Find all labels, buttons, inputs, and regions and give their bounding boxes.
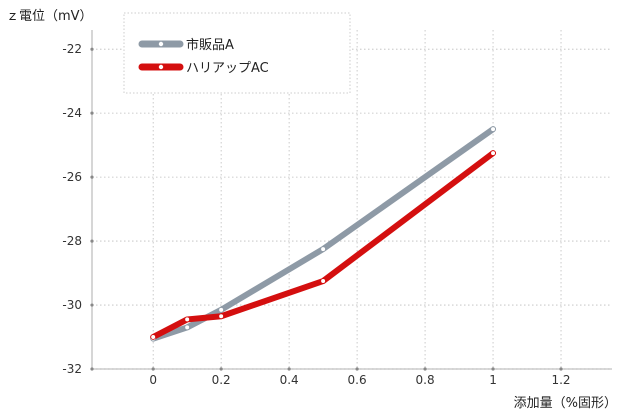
y-tick-mark	[90, 111, 94, 115]
y-tick-label: -32	[62, 362, 82, 376]
x-tick-mark	[151, 367, 155, 371]
y-tick-mark	[90, 47, 94, 51]
y-tick-label: -30	[62, 298, 82, 312]
x-axis-title: 添加量（%固形）	[514, 396, 617, 411]
data-point-series-2	[184, 316, 190, 323]
x-tick-mark	[423, 367, 427, 371]
x-tick-label: 0.6	[348, 373, 367, 387]
y-tick-label: -28	[62, 234, 82, 248]
y-tick-mark	[90, 239, 94, 243]
data-point-series-1	[184, 324, 190, 331]
legend-marker-series-2	[158, 64, 164, 70]
y-tick-mark	[90, 175, 94, 179]
x-tick-label: 0.4	[280, 373, 299, 387]
y-tick-label: -22	[62, 42, 82, 56]
x-tick-label: 0.2	[212, 373, 231, 387]
x-tick-label: 0	[149, 373, 157, 387]
y-tick-label: -24	[62, 106, 82, 120]
x-tick-label: 1	[489, 373, 497, 387]
x-tick-mark	[287, 367, 291, 371]
data-point-series-2	[320, 278, 326, 284]
x-tick-mark	[559, 367, 563, 371]
y-axis-title: ｚ電位（mV）	[6, 9, 93, 24]
legend-label-series-2: ハリアップAC	[186, 61, 269, 76]
data-point-series-1	[218, 307, 224, 313]
x-tick-mark	[219, 367, 223, 371]
x-tick-label: 0.8	[416, 373, 435, 387]
x-tick-mark	[491, 367, 495, 371]
y-tick-mark	[90, 303, 94, 307]
data-point-series-2	[218, 313, 224, 320]
axis-layer	[90, 30, 612, 371]
x-tick-mark	[355, 367, 359, 371]
data-point-series-1	[490, 126, 496, 132]
data-point-series-2	[490, 150, 496, 156]
y-tick-mark	[90, 367, 94, 371]
y-tick-label: -26	[62, 170, 82, 184]
x-tick-label: 1.2	[551, 373, 570, 387]
legend: 市販品A ハリアップAC	[123, 12, 351, 94]
legend-label-series-1: 市販品A	[186, 37, 234, 53]
legend-box	[123, 12, 351, 94]
data-point-series-2	[150, 334, 156, 340]
legend-marker-series-1	[158, 41, 164, 47]
label-layer: -32 -30 -28 -26 -24 -22 0 0.2 0.4 0.6 0.8 1 1.2	[62, 42, 570, 387]
data-point-series-1	[320, 246, 326, 252]
point-layer	[150, 126, 496, 342]
